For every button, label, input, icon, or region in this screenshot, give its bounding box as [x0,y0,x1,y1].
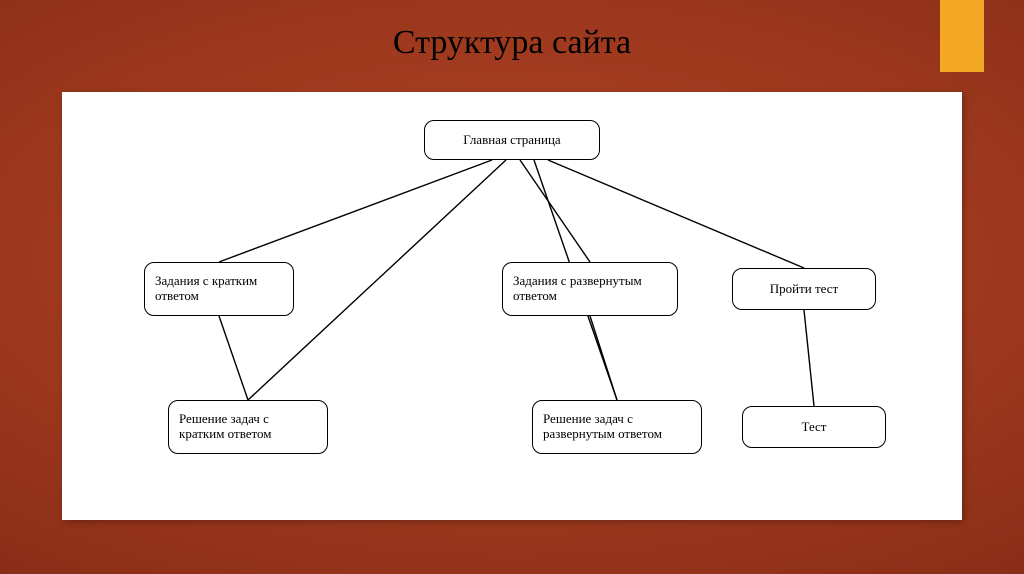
node-n2a: Решение задач с развернутым ответом [532,400,702,454]
node-n3: Пройти тест [732,268,876,310]
node-n3a: Тест [742,406,886,448]
node-n2: Задания с развернутым ответом [502,262,678,316]
node-n1a: Решение задач с кратким ответом [168,400,328,454]
slide-title: Структура сайта [0,24,1024,62]
diagram-panel: Главная страница Задания с кратким ответо… [62,92,962,520]
node-root: Главная страница [424,120,600,160]
node-n1: Задания с кратким ответом [144,262,294,316]
